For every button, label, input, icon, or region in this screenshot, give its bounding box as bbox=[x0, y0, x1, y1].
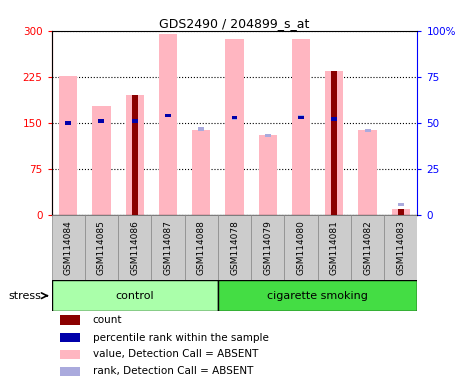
Bar bbox=[232, 116, 237, 119]
Bar bbox=[165, 114, 171, 117]
Bar bbox=[392, 209, 410, 215]
Bar bbox=[92, 106, 111, 215]
Bar bbox=[398, 209, 404, 215]
Text: cigarette smoking: cigarette smoking bbox=[267, 291, 368, 301]
Text: GSM114087: GSM114087 bbox=[164, 220, 173, 275]
Bar bbox=[265, 134, 271, 137]
Bar bbox=[298, 116, 304, 119]
Bar bbox=[398, 203, 404, 206]
Bar bbox=[60, 315, 81, 325]
Text: GSM114080: GSM114080 bbox=[296, 220, 305, 275]
Bar bbox=[218, 215, 251, 280]
Text: value, Detection Call = ABSENT: value, Detection Call = ABSENT bbox=[93, 349, 258, 359]
Text: GSM114085: GSM114085 bbox=[97, 220, 106, 275]
Bar bbox=[198, 127, 204, 131]
Text: GSM114088: GSM114088 bbox=[197, 220, 206, 275]
Bar bbox=[165, 114, 171, 118]
Bar bbox=[331, 118, 337, 121]
Bar bbox=[132, 119, 138, 123]
Bar bbox=[218, 280, 417, 311]
Bar bbox=[292, 39, 310, 215]
Bar bbox=[298, 115, 304, 118]
Text: GSM114078: GSM114078 bbox=[230, 220, 239, 275]
Bar bbox=[325, 71, 343, 215]
Bar bbox=[126, 95, 144, 215]
Text: control: control bbox=[115, 291, 154, 301]
Text: rank, Detection Call = ABSENT: rank, Detection Call = ABSENT bbox=[93, 366, 253, 376]
Text: stress: stress bbox=[9, 291, 42, 301]
Text: GSM114084: GSM114084 bbox=[64, 220, 73, 275]
Text: GSM114083: GSM114083 bbox=[396, 220, 405, 275]
Bar bbox=[118, 215, 151, 280]
Bar bbox=[59, 76, 77, 215]
Bar bbox=[60, 349, 81, 359]
Text: percentile rank within the sample: percentile rank within the sample bbox=[93, 333, 269, 343]
Bar bbox=[318, 215, 351, 280]
Text: GSM114081: GSM114081 bbox=[330, 220, 339, 275]
Bar bbox=[258, 135, 277, 215]
Text: GSM114079: GSM114079 bbox=[263, 220, 272, 275]
Bar bbox=[132, 95, 138, 215]
Bar bbox=[185, 215, 218, 280]
Bar bbox=[351, 215, 384, 280]
Bar bbox=[331, 71, 337, 215]
Title: GDS2490 / 204899_s_at: GDS2490 / 204899_s_at bbox=[159, 17, 310, 30]
Bar bbox=[60, 333, 81, 343]
Bar bbox=[60, 367, 81, 376]
Bar bbox=[284, 215, 318, 280]
Bar bbox=[52, 215, 85, 280]
Bar bbox=[358, 130, 377, 215]
Text: GSM114082: GSM114082 bbox=[363, 220, 372, 275]
Text: GSM114086: GSM114086 bbox=[130, 220, 139, 275]
Bar bbox=[364, 129, 371, 132]
Bar bbox=[98, 119, 105, 123]
Bar bbox=[159, 34, 177, 215]
Bar bbox=[225, 39, 244, 215]
Bar bbox=[232, 116, 237, 119]
Bar bbox=[331, 117, 337, 120]
Bar bbox=[251, 215, 284, 280]
Text: count: count bbox=[93, 315, 122, 325]
Bar bbox=[384, 215, 417, 280]
Bar bbox=[52, 280, 218, 311]
Bar bbox=[151, 215, 185, 280]
Bar bbox=[85, 215, 118, 280]
Bar bbox=[192, 130, 211, 215]
Bar bbox=[65, 121, 71, 125]
